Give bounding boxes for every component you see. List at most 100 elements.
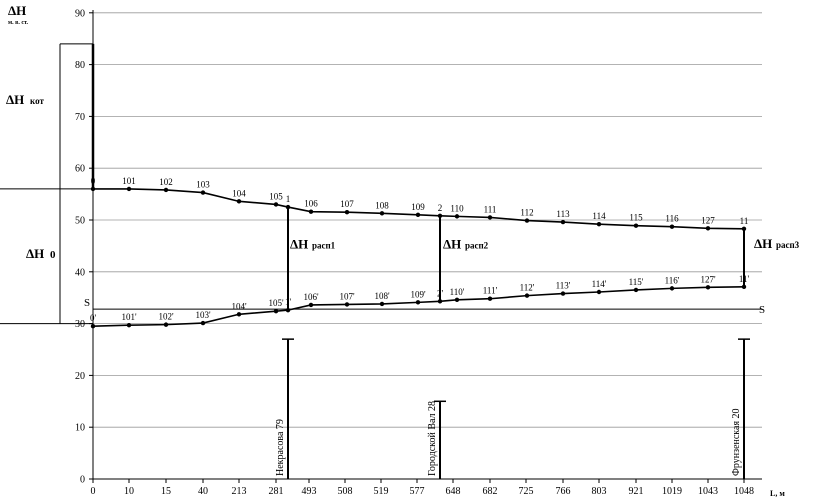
supply-point-label: 103 <box>196 180 210 190</box>
supply-point <box>560 219 566 225</box>
x-tick-label: 519 <box>374 486 389 497</box>
return-point <box>524 293 530 298</box>
return-point-label: 102' <box>158 312 174 322</box>
x-tick-label: 213 <box>232 486 247 497</box>
static-line-label-left: S <box>84 297 90 309</box>
supply-point <box>126 186 132 192</box>
supply-point <box>487 215 493 220</box>
x-tick-label: 15 <box>161 486 171 497</box>
supply-point <box>454 214 460 219</box>
building-name: Городской Вал 28 <box>427 401 438 476</box>
return-point-label: 110' <box>450 287 465 297</box>
supply-point-label: 110 <box>450 203 464 213</box>
pressure-brackets <box>0 43 93 325</box>
return-point-label: 111' <box>483 286 498 296</box>
return-point-label: 127' <box>700 274 716 284</box>
supply-point <box>200 190 206 195</box>
supply-point <box>285 204 291 210</box>
x-tick-label: 508 <box>338 486 353 497</box>
supply-point <box>596 221 602 227</box>
x-tick-label: 10 <box>124 486 134 497</box>
x-axis-title: L, м <box>770 489 785 498</box>
distribution-drop-label: ΔH <box>290 237 308 252</box>
supply-point <box>379 211 385 216</box>
x-tick-label: 577 <box>410 486 425 497</box>
supply-point-label: 107 <box>340 199 354 209</box>
supply-point-label: 112 <box>520 208 533 218</box>
return-point <box>669 286 675 291</box>
supply-point-label: 0 <box>91 176 96 186</box>
x-tick-label: 40 <box>198 486 208 497</box>
supply-point <box>344 210 350 215</box>
supply-point <box>308 209 314 214</box>
return-point-label: 113' <box>556 281 571 291</box>
pressure-lines <box>90 43 762 329</box>
supply-point <box>90 186 96 192</box>
y-axis-title: ΔH <box>8 3 26 18</box>
supply-point-label: 1 <box>286 194 291 204</box>
supply-point-label: 106 <box>304 199 318 209</box>
boiler-pressure-sub: кот <box>30 96 44 106</box>
return-point-label: 108' <box>374 291 390 301</box>
zero-pressure-sub: 0 <box>50 249 56 261</box>
return-point-label: 112' <box>520 283 535 293</box>
x-tick-label: 682 <box>483 486 498 497</box>
distribution-drop-label: ΔH <box>443 237 461 252</box>
distribution-drop-sub: расп3 <box>776 240 800 250</box>
return-point <box>705 285 711 290</box>
return-point-label: 11' <box>739 274 750 284</box>
return-point <box>741 284 747 290</box>
return-point <box>344 302 350 307</box>
return-point-label: 104' <box>231 301 247 311</box>
supply-point <box>163 187 169 193</box>
return-point-label: 116' <box>665 275 680 285</box>
static-line-label-right: S <box>759 304 765 316</box>
supply-point-label: 101 <box>122 176 136 186</box>
distribution-drop-label: ΔH <box>754 236 772 251</box>
distribution-drop-sub: расп1 <box>312 241 336 251</box>
supply-point <box>633 223 639 228</box>
boiler-pressure-label: ΔH <box>6 92 24 107</box>
x-tick-label: 1048 <box>734 486 754 497</box>
return-point <box>90 323 96 329</box>
supply-point-label: 115 <box>629 213 643 223</box>
supply-point <box>415 212 421 218</box>
return-point <box>379 301 385 307</box>
gridlines <box>93 12 762 428</box>
return-point <box>200 320 206 326</box>
return-point <box>560 291 566 296</box>
x-tick-label: 725 <box>519 486 534 497</box>
y-tick-label: 50 <box>75 216 85 227</box>
x-tick-label: 803 <box>592 486 607 497</box>
return-point <box>126 322 132 328</box>
return-point-label: 2' <box>437 288 444 298</box>
return-point <box>454 297 460 302</box>
x-tick-label: 281 <box>269 486 284 497</box>
buildings: Некрасова 79 Городской Вал 28 Фрунзенская … <box>275 338 750 479</box>
return-point <box>487 296 493 301</box>
x-tick-label: 1019 <box>662 486 682 497</box>
supply-point-label: 113 <box>556 209 570 219</box>
y-tick-label: 70 <box>75 112 85 123</box>
return-point-label: 101' <box>121 312 137 322</box>
return-point <box>415 300 421 305</box>
return-point-label: 109' <box>410 289 426 299</box>
x-tick-label: 921 <box>629 486 644 497</box>
supply-point <box>236 199 242 204</box>
return-point-label: 107' <box>339 291 355 301</box>
distribution-drop-sub: расп2 <box>465 241 489 251</box>
return-point-label: 114' <box>592 279 607 289</box>
x-tick-label: 1043 <box>698 486 718 497</box>
supply-point-label: 11 <box>740 216 749 226</box>
y-tick-label: 40 <box>75 267 85 278</box>
supply-point-label: 114 <box>592 211 606 221</box>
supply-point <box>741 226 747 232</box>
supply-point-label: 105 <box>269 191 283 201</box>
x-tick-label: 0 <box>91 486 96 497</box>
zero-pressure-label: ΔH <box>26 246 44 261</box>
supply-point <box>524 218 530 223</box>
y-tick-label: 0 <box>80 475 85 486</box>
